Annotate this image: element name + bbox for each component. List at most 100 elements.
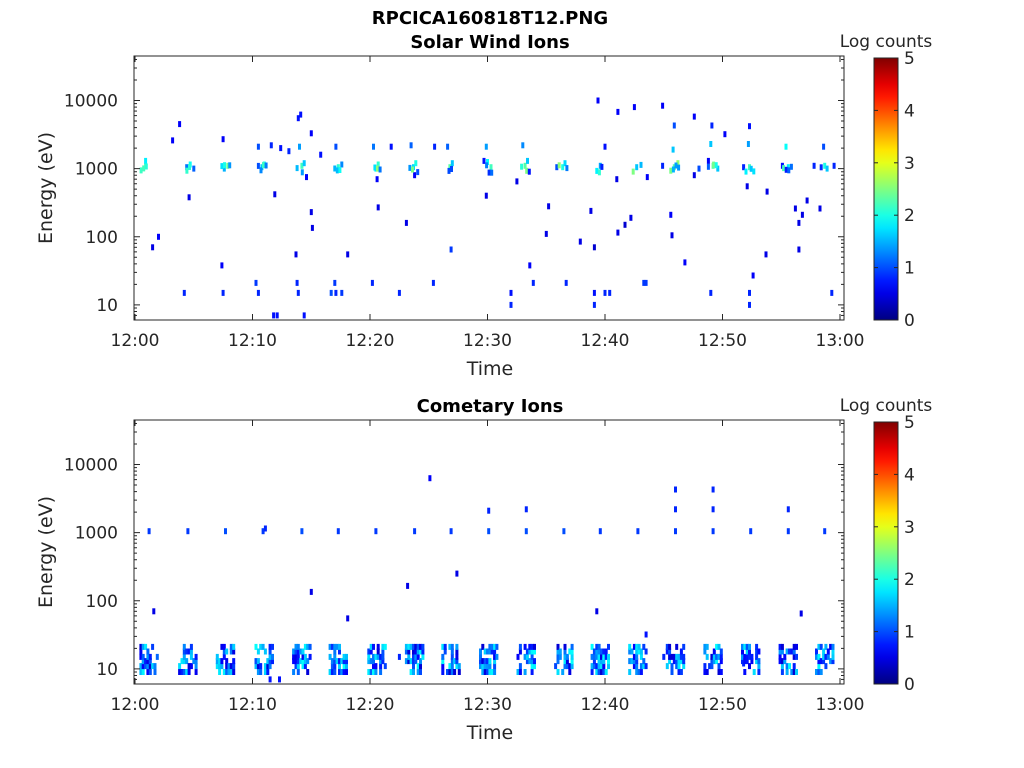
data-cell — [483, 669, 487, 675]
data-cell — [453, 658, 457, 665]
data-cell — [674, 528, 677, 535]
data-cell — [817, 669, 821, 675]
data-cell — [278, 676, 281, 683]
data-cell — [644, 279, 648, 286]
data-cell — [719, 658, 723, 665]
data-cell — [743, 669, 747, 675]
data-cell — [531, 279, 535, 286]
data-cell — [757, 648, 761, 655]
data-cell — [712, 658, 716, 665]
data-cell — [703, 643, 707, 650]
data-cell — [141, 663, 145, 670]
data-cell — [296, 115, 300, 122]
data-cell — [374, 528, 378, 535]
data-cell — [157, 233, 160, 240]
data-cell — [668, 648, 672, 655]
data-cell — [533, 658, 536, 665]
data-cell — [815, 648, 818, 655]
data-cell — [797, 219, 801, 226]
data-cell — [765, 188, 769, 195]
data-cell — [637, 648, 641, 655]
data-cell — [340, 289, 344, 296]
data-cell — [287, 148, 291, 155]
data-cell — [829, 658, 833, 665]
data-cell — [186, 528, 190, 535]
data-cell — [296, 669, 300, 675]
data-cell — [194, 669, 198, 675]
data-cell — [447, 167, 451, 174]
data-cell — [148, 663, 152, 670]
data-cell — [682, 643, 686, 650]
data-cell — [225, 658, 229, 665]
x-tick-label: 12:30 — [463, 331, 512, 351]
data-cell — [414, 653, 418, 660]
data-cell — [292, 653, 296, 660]
data-cell — [595, 608, 599, 615]
data-cell — [674, 486, 677, 493]
data-cell — [679, 648, 683, 655]
data-cell — [717, 669, 721, 675]
data-cell — [412, 648, 415, 655]
data-cell — [675, 643, 679, 650]
data-cell — [743, 653, 747, 660]
data-cell — [616, 108, 620, 115]
data-cell — [338, 648, 341, 655]
data-cell — [523, 653, 527, 660]
data-cell — [525, 658, 529, 665]
data-cell — [419, 643, 422, 650]
data-cell — [479, 648, 482, 655]
data-cell — [187, 194, 191, 201]
data-cell — [750, 653, 754, 660]
data-cell — [715, 658, 719, 665]
data-cell — [220, 663, 224, 670]
data-cell — [670, 653, 674, 660]
data-cell — [741, 658, 744, 665]
data-cell — [256, 289, 260, 296]
data-cell — [189, 653, 193, 660]
data-cell — [263, 669, 267, 675]
data-cell — [597, 669, 601, 675]
data-cell — [818, 205, 822, 212]
data-cell — [450, 669, 454, 675]
data-cell — [518, 648, 522, 655]
data-cell — [441, 643, 445, 650]
data-cell — [799, 610, 803, 617]
data-cell — [533, 663, 536, 670]
panel-title: Solar Wind Ions — [410, 32, 569, 53]
data-cell — [764, 251, 768, 258]
data-cell — [414, 160, 418, 167]
data-cell — [819, 669, 823, 675]
data-cell — [330, 663, 334, 670]
data-cell — [333, 653, 337, 660]
data-cell — [632, 653, 636, 660]
data-cell — [784, 143, 788, 150]
data-cell — [266, 663, 270, 670]
x-tick-label: 12:10 — [228, 695, 277, 715]
data-cell — [825, 165, 829, 172]
data-cell — [224, 528, 227, 535]
data-cell — [338, 643, 341, 650]
data-cell — [743, 658, 747, 665]
data-cell — [259, 643, 263, 650]
data-cell — [778, 653, 782, 660]
data-cell — [433, 143, 437, 150]
data-cell — [397, 289, 401, 296]
data-cell — [590, 663, 594, 670]
data-cell — [328, 643, 332, 650]
data-cell — [635, 653, 639, 660]
data-cell — [785, 669, 789, 675]
data-cell — [819, 164, 823, 171]
data-cell — [603, 143, 607, 150]
data-cell — [831, 653, 835, 660]
data-cell — [826, 653, 830, 660]
data-cell — [182, 648, 186, 655]
data-cell — [596, 97, 600, 104]
data-cell — [533, 643, 536, 650]
data-cell — [340, 669, 344, 675]
data-cell — [263, 663, 267, 670]
data-cell — [527, 168, 531, 175]
data-cell — [570, 643, 574, 650]
data-cells — [139, 475, 835, 683]
data-cell — [268, 663, 272, 670]
